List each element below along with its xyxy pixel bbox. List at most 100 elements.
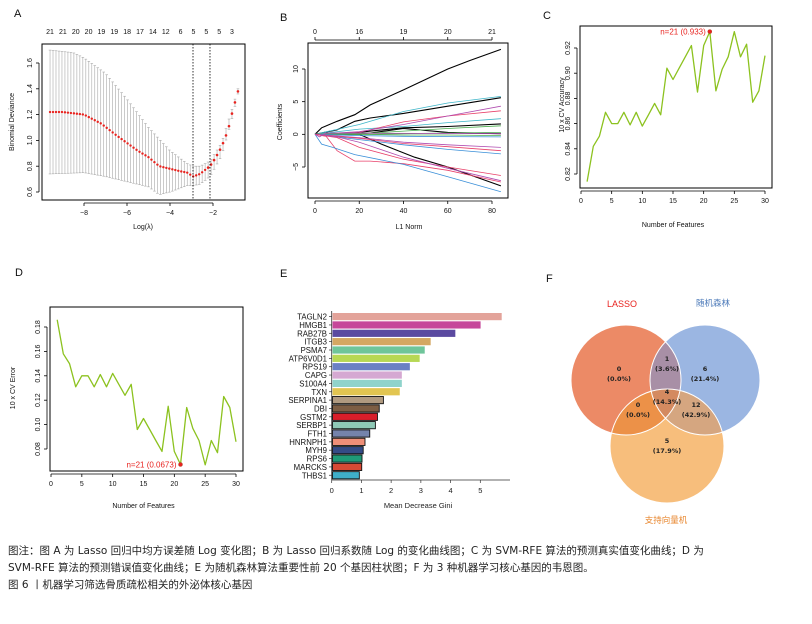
chart-e-gene-label: SERBP1: [296, 421, 327, 430]
chart-f-region-count: 6: [703, 365, 708, 373]
chart-a-x-tick-label: −6: [123, 210, 131, 217]
chart-a-point: [75, 112, 79, 115]
chart-b-coef-line: [314, 96, 501, 135]
chart-e-gene-label: DBI: [314, 404, 327, 413]
chart-d-y-tick-label: 0.12: [35, 393, 42, 407]
chart-b-coef-line: [314, 48, 502, 135]
chart-c-y-tick-label: 0.82: [565, 167, 572, 181]
chart-c-line: [586, 30, 766, 182]
chart-c-annotation: n=21 (0.933): [660, 28, 706, 37]
chart-b-x-tick-label: 80: [488, 208, 496, 215]
chart-a-top-label: 17: [136, 29, 144, 36]
chart-e-x-tick-label: 5: [478, 486, 482, 495]
chart-e-gene-label: HNRNPH1: [289, 438, 327, 447]
chart-f-region-pct: (0.0%): [626, 411, 650, 419]
chart-a-point: [230, 112, 234, 115]
chart-b-ylabel: Coefficients: [277, 103, 284, 140]
chart-a-point: [54, 110, 58, 114]
chart-a-point: [87, 115, 91, 119]
chart-a-point: [144, 154, 147, 157]
chart-a-top-label: 18: [123, 29, 131, 36]
chart-c-y-tick-label: 0.88: [565, 91, 572, 105]
chart-b-x-tick-label: 40: [400, 208, 408, 215]
chart-a-point: [111, 131, 114, 134]
chart-a-top-label: 5: [204, 29, 208, 36]
chart-a-point: [156, 163, 159, 166]
chart-d-x-tick-label: 25: [201, 481, 209, 488]
chart-f-region-count: 0: [636, 401, 641, 409]
chart-e-gene-label: RPS6: [307, 455, 327, 464]
chart-a-point: [93, 119, 96, 122]
chart-d-line: [56, 319, 237, 466]
chart-b-top-label: 0: [313, 29, 317, 36]
panel-label-c: C: [543, 10, 551, 22]
chart-c-y-tick-label: 0.92: [565, 41, 572, 55]
chart-a-x-tick-label: −8: [80, 210, 88, 217]
chart-f-venn: 0 (0.0%) 6 (21.4%) 5 (17.9%) 1 (3.6%) 0 (0.0%) 12 (…: [570, 298, 761, 526]
chart-a-point: [99, 122, 102, 125]
chart-f-overlap-lasso-svm: [610, 389, 681, 435]
chart-f-circle-outline: [649, 324, 761, 436]
chart-a-point: [189, 173, 192, 176]
chart-a-point: [200, 171, 204, 174]
chart-a-point: [78, 112, 82, 116]
chart-a-point: [129, 144, 132, 147]
chart-e-bar: [332, 338, 431, 346]
chart-b-top-label: 20: [444, 29, 452, 36]
chart-b-y-tick-label: 0: [293, 132, 300, 136]
chart-a-y-tick-label: 1.2: [27, 110, 34, 120]
chart-e-gene-label: SERPINA1: [288, 396, 327, 405]
chart-a-point: [206, 166, 210, 169]
chart-c-cv-accuracy: n=21 (0.933) 0 5 10 15 20 25 30 0.82 0.84 0.86 0.88…: [559, 25, 773, 229]
chart-e-gene-label: RAB27B: [297, 329, 327, 338]
chart-e-gene-label: GSTM2: [300, 413, 327, 422]
chart-d-x-tick-label: 0: [49, 481, 53, 488]
chart-f-region-pct: (3.6%): [655, 365, 679, 373]
panel-label-b: B: [280, 12, 287, 24]
chart-c-ylabel: 10 x CV Accuracy: [559, 77, 566, 133]
chart-a-point: [105, 126, 108, 130]
chart-f-region-count: 0: [617, 365, 622, 373]
chart-a-point: [209, 163, 213, 166]
chart-b-top-label: 16: [355, 29, 363, 36]
chart-a-x-tick-label: −2: [209, 210, 217, 217]
chart-a-y-tick-label: 0.6: [27, 187, 34, 197]
chart-f-region-count: 4: [665, 388, 670, 396]
chart-d-y-tick-label: 0.10: [35, 418, 42, 432]
chart-f-overlap-lasso-svm-clip-group: [610, 389, 681, 435]
chart-e-gene-label: MYH9: [305, 446, 327, 455]
chart-a-point: [150, 158, 153, 161]
chart-e-bar: [332, 446, 364, 455]
chart-e-bar: [332, 454, 363, 463]
chart-e-x-tick-label: 2: [389, 486, 393, 495]
chart-f-region-pct: (21.4%): [691, 375, 720, 383]
chart-e-bar: [332, 421, 376, 430]
chart-d-x-tick-label: 15: [140, 481, 148, 488]
chart-d-frame: [49, 306, 244, 472]
chart-a-xlabel: Log(λ): [133, 224, 153, 231]
chart-a-top-label: 21: [59, 29, 67, 36]
chart-a-point: [162, 165, 165, 169]
chart-e-x-tick-label: 4: [448, 486, 452, 495]
chart-a-point: [165, 166, 168, 170]
chart-b-coef-line: [314, 133, 501, 155]
chart-c-x-tick-label: 10: [638, 198, 646, 205]
chart-e-gene-label: THBS1: [302, 471, 327, 480]
chart-e-bar: [332, 371, 402, 379]
chart-a-point: [120, 137, 123, 141]
panel-label-a: A: [14, 8, 22, 20]
chart-b-coef-line: [314, 105, 501, 135]
chart-e-bar: [332, 379, 402, 387]
chart-a-point: [102, 124, 105, 127]
chart-c-xlabel: Number of Features: [642, 222, 705, 229]
chart-a-point: [183, 170, 186, 174]
chart-a-point: [81, 113, 85, 116]
chart-e-bar: [332, 412, 378, 421]
chart-f-set-label-rf: 随机森林: [696, 298, 731, 309]
chart-a-point: [218, 148, 222, 151]
chart-a-point: [177, 169, 180, 172]
caption-line-3: 图 6 丨机器学习筛选骨质疏松相关的外泌体核心基因: [8, 579, 253, 591]
chart-a-top-label: 21: [46, 29, 54, 36]
chart-f-circle-outline: [609, 388, 725, 504]
chart-a-point: [123, 140, 126, 143]
